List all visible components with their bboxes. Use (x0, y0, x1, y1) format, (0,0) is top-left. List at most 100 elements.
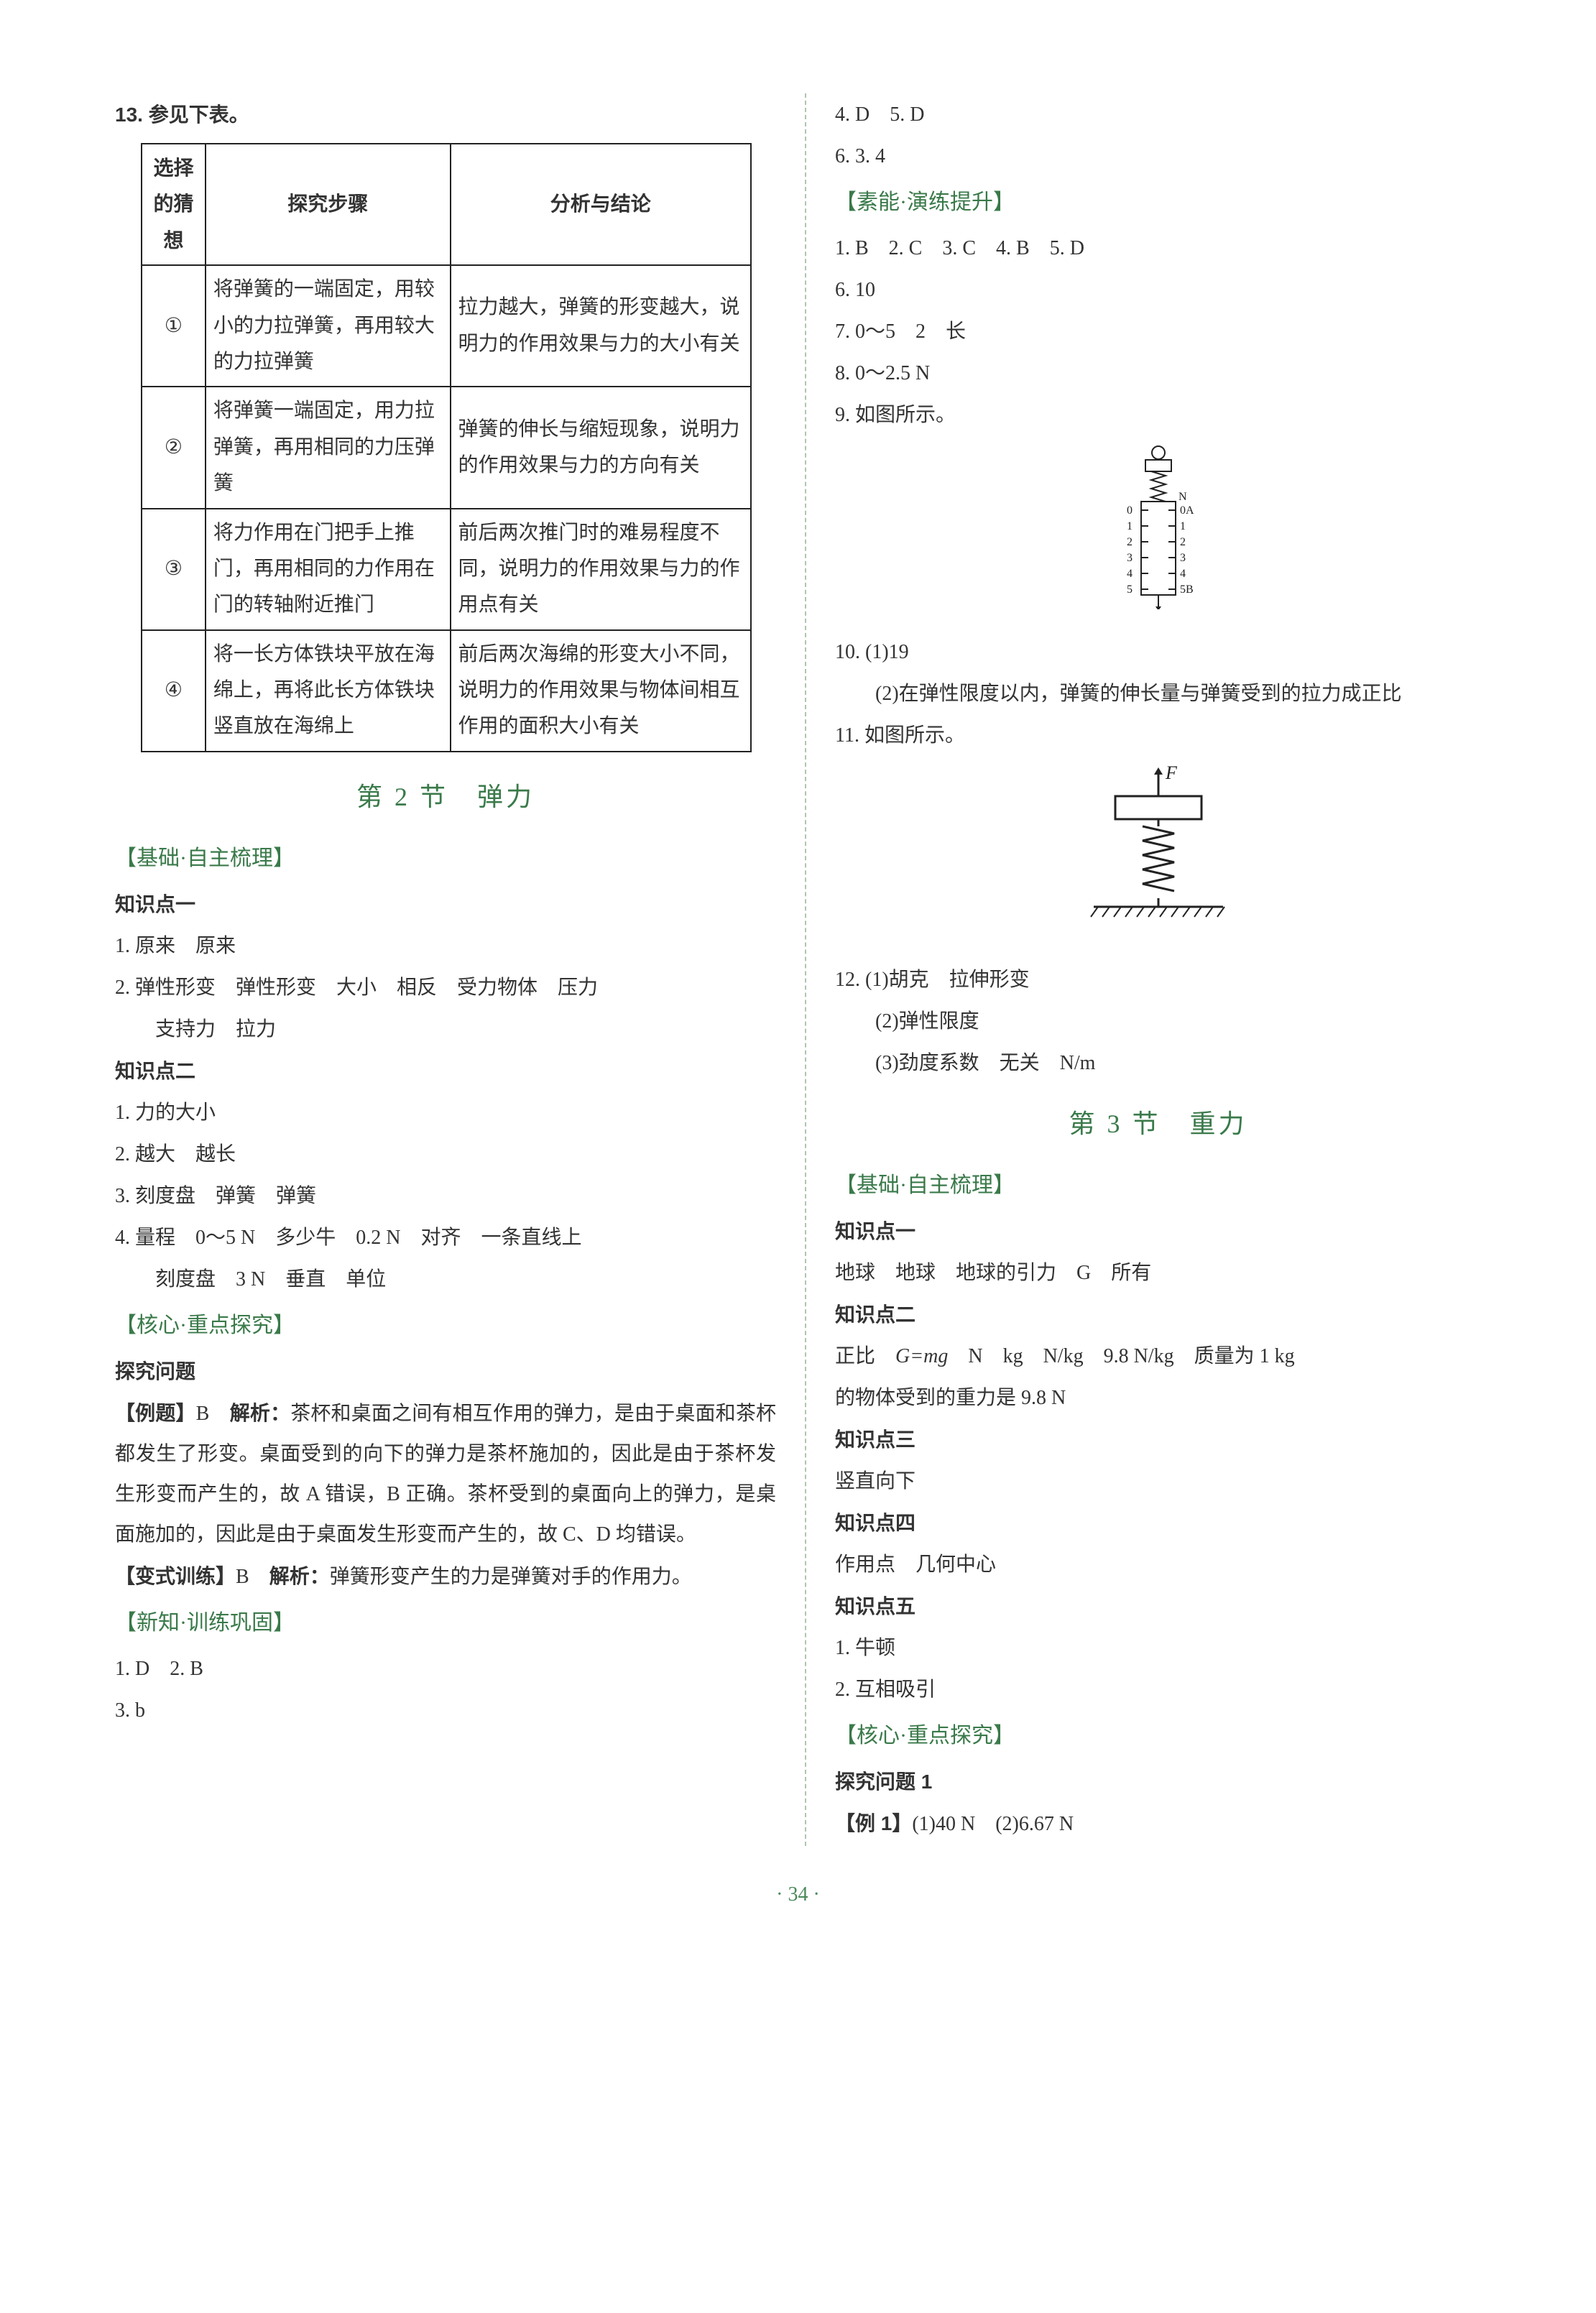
kp5-l2: 2. 互相吸引 (835, 1670, 1481, 1710)
cell-steps: 将弹簧的一端固定，用较小的力拉弹簧，再用较大的力拉弹簧 (206, 265, 451, 387)
q12-c: (3)劲度系数 无关 N/m (835, 1043, 1481, 1084)
q11: 11. 如图所示。 (835, 716, 1481, 756)
kp1-title: 知识点一 (115, 885, 776, 925)
table-header-row: 选择的猜想 探究步骤 分析与结论 (142, 144, 751, 265)
kp4-line-r: 作用点 几何中心 (835, 1545, 1481, 1585)
kp3-line-r: 竖直向下 (835, 1462, 1481, 1502)
svg-text:2: 2 (1180, 536, 1186, 548)
new-l1: 1. D 2. B (115, 1649, 776, 1689)
kp2-title-r: 知识点二 (835, 1295, 1481, 1335)
sn-l1: 1. B 2. C 3. C 4. B 5. D (835, 228, 1481, 269)
sub-core: 【核心·重点探究】 (115, 1304, 776, 1347)
kp2-l3: 3. 刻度盘 弹簧 弹簧 (115, 1176, 776, 1216)
cell-conclusion: 弹簧的伸长与缩短现象，说明力的作用效果与力的方向有关 (451, 387, 751, 508)
kp4-title-r: 知识点四 (835, 1503, 1481, 1543)
kp2-l2: 2. 越大 越长 (115, 1135, 776, 1175)
top-l1: 4. D 5. D (835, 95, 1481, 135)
kp1-l2b: 支持力 拉力 (115, 1010, 776, 1050)
spring-scale-icon: 00A1122334455B N (1115, 444, 1201, 609)
right-column: 4. D 5. D 6. 3. 4 【素能·演练提升】 1. B 2. C 3.… (835, 93, 1481, 1846)
left-column: 13. 参见下表。 选择的猜想 探究步骤 分析与结论 ① 将弹簧的一端固定，用较… (115, 93, 776, 1846)
top-l2: 6. 3. 4 (835, 137, 1481, 177)
kp5-l1: 1. 牛顿 (835, 1628, 1481, 1668)
sub-basics: 【基础·自主梳理】 (115, 837, 776, 880)
column-divider (805, 93, 806, 1846)
svg-text:2: 2 (1127, 536, 1133, 548)
svg-text:3: 3 (1127, 552, 1133, 564)
sn-l5: 9. 如图所示。 (835, 395, 1481, 435)
q13-intro: 13. 参见下表。 (115, 95, 776, 136)
force-label: F (1165, 765, 1178, 783)
formula: G=mg (895, 1345, 948, 1367)
ex1-line: 【例 1】(1)40 N (2)6.67 N (835, 1804, 1481, 1845)
cell-steps: 将一长方体铁块平放在海绵上，再将此长方体铁块竖直放在海绵上 (206, 630, 451, 752)
q12-a: 12. (1)胡克 拉伸形变 (835, 960, 1481, 1000)
variant-expl-label: 解析： (269, 1565, 330, 1587)
unit-label: N (1178, 491, 1187, 503)
table-row: ④ 将一长方体铁块平放在海绵上，再将此长方体铁块竖直放在海绵上 前后两次海绵的形… (142, 630, 751, 752)
kp5-title-r: 知识点五 (835, 1587, 1481, 1627)
cell-hyp: ④ (142, 630, 206, 752)
ex1-ans: (1)40 N (2)6.67 N (912, 1813, 1074, 1835)
ex1-prefix: 【例 1】 (835, 1812, 912, 1834)
core-title: 探究问题 (115, 1352, 776, 1392)
svg-text:5: 5 (1127, 583, 1133, 596)
section3-title: 第 3 节 重力 (835, 1098, 1481, 1150)
q10-a: 10. (1)19 (835, 632, 1481, 673)
th-conclusion: 分析与结论 (451, 144, 751, 265)
kp2-l4a: 4. 量程 0～5 N 多少牛 0.2 N 对齐 一条直线上 (115, 1218, 776, 1258)
kp2-l1: 1. 力的大小 (115, 1093, 776, 1133)
q12-b: (2)弹性限度 (835, 1002, 1481, 1042)
example-ans: B (196, 1403, 210, 1425)
cell-conclusion: 前后两次推门时的难易程度不同，说明力的作用效果与力的作用点有关 (451, 509, 751, 630)
table-row: ② 将弹簧一端固定，用力拉弹簧，再用相同的力压弹簧 弹簧的伸长与缩短现象，说明力… (142, 387, 751, 508)
variant-prefix: 【变式训练】 (115, 1565, 236, 1587)
svg-text:0: 0 (1127, 504, 1133, 517)
th-steps: 探究步骤 (206, 144, 451, 265)
svg-text:3: 3 (1180, 552, 1186, 564)
example-expl-label: 解析： (230, 1402, 291, 1424)
kp2-l4b: 刻度盘 3 N 垂直 单位 (115, 1260, 776, 1300)
table-row: ③ 将力作用在门把手上推门，再用相同的力作用在门的转轴附近推门 前后两次推门时的… (142, 509, 751, 630)
cell-conclusion: 拉力越大，弹簧的形变越大，说明力的作用效果与力的大小有关 (451, 265, 751, 387)
sub-suneng: 【素能·演练提升】 (835, 181, 1481, 224)
variant-ans: B (236, 1566, 249, 1588)
cell-hyp: ③ (142, 509, 206, 630)
kp2-title: 知识点二 (115, 1051, 776, 1091)
sub-new: 【新知·训练巩固】 (115, 1602, 776, 1645)
kp1-title-r: 知识点一 (835, 1211, 1481, 1252)
cell-steps: 将力作用在门把手上推门，再用相同的力作用在门的转轴附近推门 (206, 509, 451, 630)
kp1-l1: 1. 原来 原来 (115, 926, 776, 966)
sn-l3: 7. 0～5 2 长 (835, 312, 1481, 352)
page-number: · 34 · (115, 1875, 1481, 1915)
q10-b: (2)在弹性限度以内，弹簧的伸长量与弹簧受到的拉力成正比 (835, 674, 1481, 714)
cell-conclusion: 前后两次海绵的形变大小不同，说明力的作用效果与物体间相互作用的面积大小有关 (451, 630, 751, 752)
cell-steps: 将弹簧一端固定，用力拉弹簧，再用相同的力压弹簧 (206, 387, 451, 508)
kp2-line-rc: 的物体受到的重力是 9.8 N (835, 1378, 1481, 1418)
cell-hyp: ① (142, 265, 206, 387)
cell-hyp: ② (142, 387, 206, 508)
kp1-l2: 2. 弹性形变 弹性形变 大小 相反 受力物体 压力 (115, 968, 776, 1008)
sn-l2: 6. 10 (835, 270, 1481, 310)
sub-core-r: 【核心·重点探究】 (835, 1714, 1481, 1758)
page-columns: 13. 参见下表。 选择的猜想 探究步骤 分析与结论 ① 将弹簧的一端固定，用较… (115, 93, 1481, 1846)
section2-title: 第 2 节 弹力 (115, 771, 776, 823)
kp2-line-r: 正比 G=mg N kg N/kg 9.8 N/kg 质量为 1 kg (835, 1336, 1481, 1377)
sub-basics-r: 【基础·自主梳理】 (835, 1164, 1481, 1207)
example-prefix: 【例题】 (115, 1402, 196, 1424)
svg-text:4: 4 (1127, 568, 1133, 580)
example-expl: 茶杯和桌面之间有相互作用的弹力，是由于桌面和茶杯都发生了形变。桌面受到的向下的弹… (115, 1403, 776, 1546)
core-q1: 探究问题 1 (835, 1762, 1481, 1802)
q13-table: 选择的猜想 探究步骤 分析与结论 ① 将弹簧的一端固定，用较小的力拉弹簧，再用较… (141, 143, 752, 752)
svg-text:1: 1 (1180, 520, 1186, 532)
kp3-title-r: 知识点三 (835, 1420, 1481, 1460)
figure-11-spring-force: F (835, 765, 1481, 951)
variant-line: 【变式训练】B 解析：弹簧形变产生的力是弹簧对手的作用力。 (115, 1556, 776, 1597)
spring-diagram-icon: F (1065, 765, 1252, 937)
kp1-line-r: 地球 地球 地球的引力 G 所有 (835, 1253, 1481, 1293)
svg-text:4: 4 (1180, 568, 1186, 580)
svg-text:1: 1 (1127, 520, 1133, 532)
example-line: 【例题】B 解析：茶杯和桌面之间有相互作用的弹力，是由于桌面和茶杯都发生了形变。… (115, 1393, 776, 1555)
sn-l4: 8. 0～2.5 N (835, 354, 1481, 394)
table-row: ① 将弹簧的一端固定，用较小的力拉弹簧，再用较大的力拉弹簧 拉力越大，弹簧的形变… (142, 265, 751, 387)
